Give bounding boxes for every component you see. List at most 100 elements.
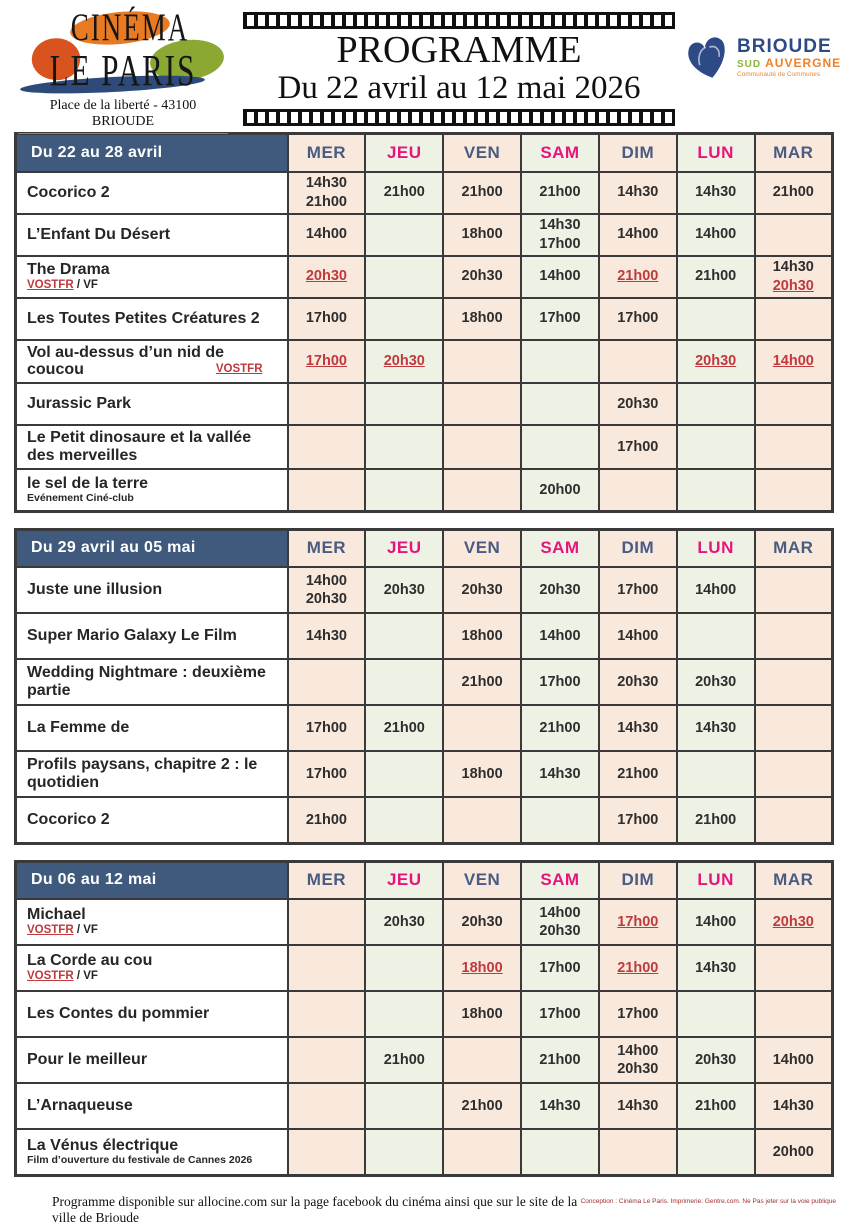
showtime-cell <box>286 990 367 1039</box>
showtime: 17h00 <box>617 439 659 456</box>
showtime-cell: 18h00 <box>442 612 523 661</box>
showtime: 14h00 <box>695 226 737 243</box>
showtime: 14h30 <box>695 720 737 737</box>
cinema-address: Place de la liberté - 43100 BRIOUDE <box>18 98 228 134</box>
showtime-cell: 14h30 <box>520 750 600 799</box>
showtime: 20h30 <box>772 277 814 294</box>
showtime-cell: 14h30 <box>520 1082 600 1131</box>
showtime-cell: 17h00 <box>520 944 600 993</box>
showtime-cell: 14h00 <box>597 612 678 661</box>
showtime-cell: 21h00 <box>597 254 678 299</box>
partner-region-sud: SUD <box>737 59 762 71</box>
programme-title-block: PROGRAMME Du 22 avril au 12 mai 2026 <box>243 12 675 126</box>
showtime-cell: 14h30 <box>597 1082 678 1131</box>
showtime: 14h00 <box>305 573 347 589</box>
showtime-cell: 14h30 <box>286 612 367 661</box>
film-title: L’Enfant Du Désert <box>27 225 171 243</box>
showtime-cell: 14h00 <box>520 254 600 299</box>
showtime-cell: 20h00 <box>753 1128 834 1177</box>
showtime-cell <box>753 296 834 341</box>
showtime: 14h30 <box>539 766 581 783</box>
showtime-cell <box>364 382 445 427</box>
partner-region: SUD AUVERGNE <box>737 57 841 71</box>
showtime-cell: 21h00 <box>753 170 834 215</box>
showtime-cell: 14h00 <box>675 566 756 615</box>
showtime-cell <box>364 796 445 845</box>
showtime-cell: 18h00 <box>442 212 523 257</box>
showtime-cell: 18h00 <box>442 296 523 341</box>
showtime-cell: 14h00 20h30 <box>597 1036 678 1085</box>
film-title-cell: Les Contes du pommier <box>14 990 289 1039</box>
film-title: La Femme de <box>27 719 130 737</box>
showtime-cell <box>753 750 834 799</box>
film-title-cell: Vol au-dessus d’un nid de coucou VOSTFR <box>14 338 289 385</box>
showtime: 21h00 <box>461 1098 503 1115</box>
day-header-dim: DIM <box>597 860 678 901</box>
showtime: 21h00 <box>617 268 659 285</box>
showtime-cell: 14h30 17h00 <box>520 212 600 257</box>
showtime: 21h00 <box>539 184 581 201</box>
showtime: 21h00 <box>305 193 347 210</box>
showtime: 21h00 <box>461 184 503 201</box>
showtime-cell <box>286 1128 367 1177</box>
showtime: 21h00 <box>383 1052 425 1069</box>
film-row: Michael VOSTFR / VF 20h30 20h30 14h00 20h30 17… <box>14 898 834 947</box>
showtime-cell <box>597 1128 678 1177</box>
showtime: 17h00 <box>539 235 581 252</box>
showtime: 17h00 <box>305 310 347 327</box>
showtime-cell <box>520 796 600 845</box>
day-header-ven: VEN <box>442 132 523 173</box>
showtime-cell <box>442 796 523 845</box>
showtime-cell <box>286 1082 367 1131</box>
schedule-table-3: Du 06 au 12 mai MER JEU VEN SAM DIM LUN MAR Mich… <box>14 859 834 1177</box>
showtime: 14h30 <box>539 217 581 234</box>
cinema-logo: CINÉMA LE PARIS Place de la liberté - 43… <box>18 5 233 134</box>
showtime-cell <box>520 382 600 427</box>
showtime: 17h00 <box>539 310 581 327</box>
cinema-logo-line1: CINÉMA <box>70 5 190 49</box>
film-title-cell: Les Toutes Petites Créatures 2 <box>14 296 289 341</box>
schedule-tables: Du 22 au 28 avril MER JEU VEN SAM DIM LUN MAR Co… <box>0 132 848 1177</box>
brioude-heart-icon <box>688 37 725 78</box>
day-header-lun: LUN <box>675 528 756 569</box>
showtime-cell <box>286 1036 367 1085</box>
day-header-ven: VEN <box>442 860 523 901</box>
showtime-cell: 21h00 <box>675 796 756 845</box>
film-title: Profils paysans, chapitre 2 : le quotidi… <box>27 756 258 792</box>
showtime: 17h00 <box>617 811 659 828</box>
table-header-row: Du 06 au 12 mai MER JEU VEN SAM DIM LUN MAR <box>14 860 834 901</box>
showtime-cell: 14h30 <box>675 944 756 993</box>
showtime-cell <box>364 296 445 341</box>
showtime: 17h00 <box>617 582 659 599</box>
programme-title: PROGRAMME <box>336 29 582 71</box>
film-title: Juste une illusion <box>27 581 163 599</box>
day-header-sam: SAM <box>520 860 600 901</box>
showtime: 20h30 <box>461 268 503 285</box>
showtime: 20h00 <box>772 1143 814 1160</box>
showtime-cell: 21h00 <box>364 1036 445 1085</box>
film-row: Le Petit dinosaure et la vallée des merv… <box>14 424 834 471</box>
film-title: La Corde au cou <box>27 952 153 970</box>
showtime-cell <box>753 944 834 993</box>
showtime-cell <box>753 424 834 471</box>
film-title: L’Arnaqueuse <box>27 1097 133 1115</box>
filmstrip-bottom <box>243 108 675 126</box>
showtime-cell: 18h00 <box>442 750 523 799</box>
showtime-cell: 20h30 <box>286 254 367 299</box>
film-row: La Corde au cou VOSTFR / VF 18h00 17h00 21h0… <box>14 944 834 993</box>
showtime-cell <box>286 424 367 471</box>
showtime-cell: 14h00 <box>675 898 756 947</box>
showtime-cell: 14h00 <box>753 338 834 385</box>
showtime: 18h00 <box>461 960 503 977</box>
footer-availability-text: Programme disponible sur allocine.com su… <box>52 1193 578 1225</box>
table-header-row: Du 22 au 28 avril MER JEU VEN SAM DIM LUN MAR <box>14 132 834 173</box>
showtime-cell: 17h00 <box>520 658 600 707</box>
showtime-cell <box>442 704 523 753</box>
showtime-cell <box>675 750 756 799</box>
showtime: 21h00 <box>617 960 659 977</box>
day-header-jeu: JEU <box>364 528 445 569</box>
cinema-logo-line2: LE PARIS <box>49 44 197 95</box>
showtime-cell: 20h30 <box>442 254 523 299</box>
showtime: 20h30 <box>617 1061 659 1078</box>
film-title-cell: L’Enfant Du Désert <box>14 212 289 257</box>
